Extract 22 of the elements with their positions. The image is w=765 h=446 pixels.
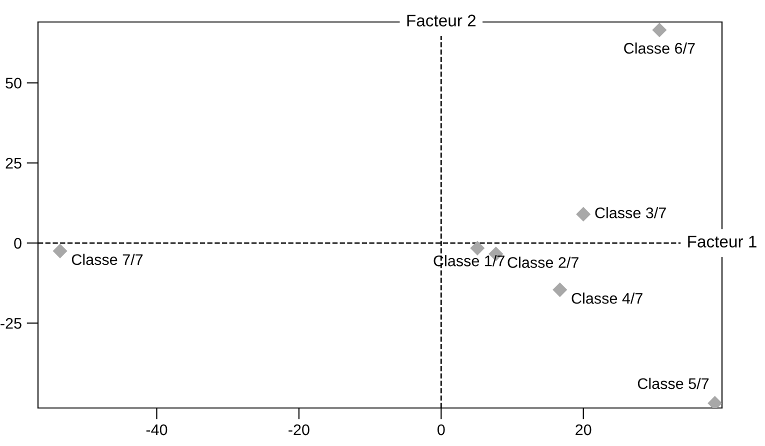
x-tick-label: -20: [288, 424, 310, 436]
y-tick-label: 50: [6, 78, 22, 89]
annotation: Classe 5/7: [638, 378, 709, 390]
annotation: Classe 6/7: [624, 42, 695, 54]
ref-line-label: Facteur 1: [688, 236, 756, 248]
x-tick-label: 0: [437, 424, 445, 436]
y-tick-label: -25: [0, 318, 22, 329]
annotation: Classe 1/7: [434, 255, 504, 266]
y-tick-label: 0: [14, 238, 22, 249]
annotation: Classe 3/7: [595, 207, 666, 218]
annotation: Classe 4/7: [572, 292, 642, 304]
annotation: Classe 2/7: [508, 256, 578, 268]
point: [552, 282, 568, 298]
x-tick-label: 20: [576, 424, 592, 436]
ref-line-label: Facteur 2: [407, 14, 476, 26]
y-tick-label: 25: [6, 158, 22, 169]
point: [52, 244, 68, 258]
annotation: Classe 7/7: [72, 254, 143, 266]
point: [470, 240, 485, 256]
x-tick-label: -40: [146, 424, 168, 436]
point: [652, 22, 667, 38]
point: [576, 206, 591, 222]
